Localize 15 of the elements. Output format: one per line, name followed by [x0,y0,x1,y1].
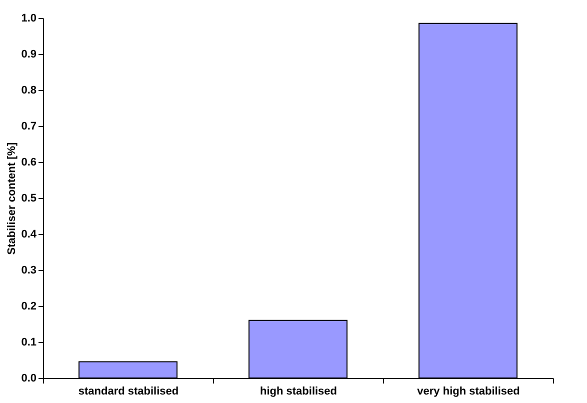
x-tick-label: high stabilised [260,386,338,398]
y-tick-label: 0.3 [21,264,36,276]
y-tick-label: 0.0 [21,372,36,384]
y-tick-label: 0.2 [21,300,36,312]
y-tick-label: 0.1 [21,336,36,348]
y-tick-label: 0.6 [21,156,36,168]
y-tick-label: 0.8 [21,84,36,96]
y-tick-label: 0.5 [21,192,36,204]
y-tick-label: 0.9 [21,48,36,60]
x-tick-label: very high stabilised [417,386,520,398]
y-axis-title: Stabiliser content [%] [6,142,18,255]
y-tick-label: 1.0 [21,12,36,24]
x-tick-label: standard stabilised [78,386,179,398]
y-tick-label: 0.7 [21,120,36,132]
y-tick-label: 0.4 [21,228,38,240]
